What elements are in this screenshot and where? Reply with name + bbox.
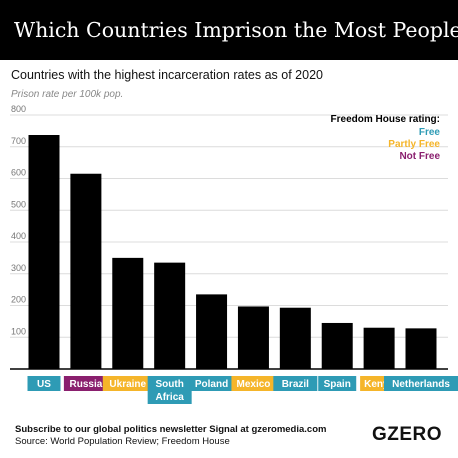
- bar: [321, 322, 353, 369]
- y-tick-label: 100: [11, 326, 26, 336]
- unit-label: Prison rate per 100k pop.: [11, 89, 124, 100]
- category-label-box: [63, 376, 108, 391]
- category-label-box: [147, 376, 192, 404]
- category-label: Ukraine: [109, 379, 146, 390]
- bar: [237, 306, 269, 369]
- category-label: Spain: [324, 379, 351, 390]
- y-tick-label: 700: [11, 136, 26, 146]
- category-label: South Africa: [155, 379, 184, 403]
- category-label-box: [189, 376, 234, 391]
- bar: [405, 328, 437, 369]
- category-label-box: [273, 376, 318, 391]
- bar: [279, 307, 311, 369]
- category-label-box: [27, 376, 61, 391]
- brand-logo: GZERO: [371, 424, 442, 445]
- category-label-box: [102, 376, 153, 391]
- legend-item-not-free: Not Free: [399, 151, 440, 162]
- category-label: Kenya: [364, 379, 394, 390]
- category-label-box: [231, 376, 276, 391]
- page-title: Which Countries Imprison the Most People…: [14, 18, 458, 42]
- legend-item-free: Free: [418, 127, 440, 138]
- subscribe-note: Subscribe to our global politics newslet…: [15, 424, 327, 435]
- category-label-box: [384, 376, 458, 391]
- category-label: US: [37, 379, 51, 390]
- y-tick-label: 300: [11, 263, 26, 273]
- category-label: Russia: [69, 379, 102, 390]
- category-label: Netherlands: [392, 379, 450, 390]
- category-label: Brazil: [282, 379, 309, 390]
- y-tick-label: 200: [11, 295, 26, 305]
- category-label: Mexico: [236, 379, 270, 390]
- chart-subtitle: Countries with the highest incarceration…: [11, 68, 323, 82]
- legend-item-partly-free: Partly Free: [388, 139, 440, 150]
- bar: [363, 327, 395, 369]
- legend: Freedom House rating: Free Partly Free N…: [331, 114, 440, 163]
- bar: [28, 135, 60, 369]
- bar: [112, 257, 144, 369]
- category-label-box: [318, 376, 357, 391]
- bar: [70, 173, 102, 369]
- bar: [154, 262, 186, 369]
- bar: [196, 294, 228, 369]
- header-banner: Which Countries Imprison the Most People…: [0, 0, 458, 60]
- y-tick-label: 400: [11, 231, 26, 241]
- legend-title: Freedom House rating:: [330, 114, 440, 125]
- y-tick-label: 800: [11, 104, 26, 114]
- category-label: Poland: [195, 379, 228, 390]
- y-tick-label: 600: [11, 168, 26, 178]
- source-note: Source: World Population Review; Freedom…: [15, 436, 230, 447]
- y-tick-label: 500: [11, 199, 26, 209]
